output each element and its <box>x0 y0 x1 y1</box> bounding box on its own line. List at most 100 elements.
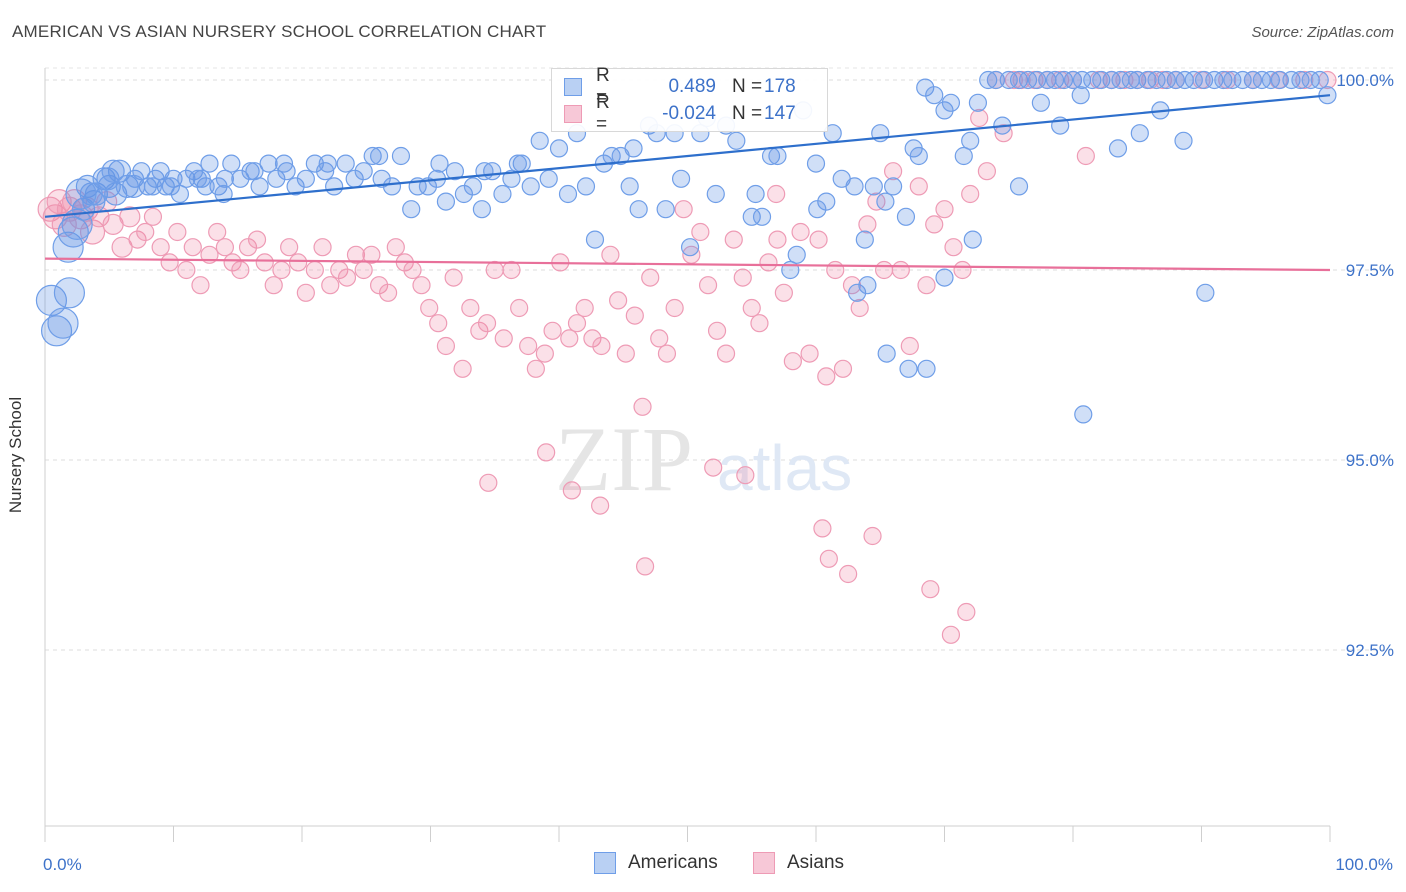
x-tick-label: 100.0% <box>1335 855 1393 874</box>
american-point <box>231 169 250 188</box>
asian-point <box>143 207 163 226</box>
asian-point <box>208 222 227 242</box>
correlation-legend: R = 0.489 N = 178 R = -0.024 N = 147 <box>551 65 828 135</box>
american-point <box>954 146 973 166</box>
asian-point <box>819 549 838 568</box>
american-point <box>53 277 86 309</box>
asians-trend-line <box>44 257 1331 272</box>
american-point <box>530 131 549 150</box>
american-point <box>1009 177 1029 196</box>
asian-point <box>941 625 961 644</box>
asian-point <box>429 314 448 333</box>
american-point <box>267 169 286 188</box>
american-point <box>558 184 578 204</box>
asian-point <box>716 344 736 363</box>
american-point <box>539 169 558 188</box>
asian-point <box>280 238 299 257</box>
american-point <box>620 177 639 196</box>
asian-point <box>215 238 234 257</box>
asian-point <box>296 283 315 302</box>
legend-swatch-asians <box>564 105 582 123</box>
american-point <box>214 184 233 204</box>
asian-point <box>1004 70 1023 90</box>
american-point <box>855 230 874 249</box>
asian-point <box>809 230 828 249</box>
american-point <box>1128 70 1147 90</box>
asian-point <box>1218 70 1237 90</box>
asian-point <box>736 466 755 485</box>
american-point <box>876 192 895 211</box>
asian-point <box>633 397 652 416</box>
american-point <box>35 284 68 316</box>
asian-point <box>494 329 513 348</box>
american-point <box>305 154 324 173</box>
american-point <box>808 200 827 219</box>
asian-point <box>953 260 972 280</box>
american-point <box>318 154 337 173</box>
asian-point <box>1115 70 1134 90</box>
american-point <box>999 70 1018 90</box>
asian-point <box>839 564 858 584</box>
american-point <box>274 154 294 173</box>
american-point <box>222 154 241 173</box>
asian-point <box>1051 70 1070 90</box>
asian-point <box>724 230 743 249</box>
legend-item-asians[interactable]: Asians <box>753 852 844 874</box>
legend-r-value: -0.024 <box>662 103 716 124</box>
asian-point <box>616 344 635 363</box>
american-point <box>1196 283 1215 302</box>
asian-point <box>601 245 620 264</box>
asian-point <box>313 238 332 257</box>
american-point <box>864 177 883 196</box>
legend-swatch-americans <box>594 852 616 874</box>
x-tick-label: 0.0% <box>43 855 82 874</box>
american-point <box>101 159 125 183</box>
american-point <box>143 177 163 196</box>
asian-point <box>136 222 155 242</box>
american-point <box>200 154 219 173</box>
asian-point <box>223 253 242 272</box>
legend-label-asians: Asians <box>787 852 845 873</box>
american-point <box>727 131 746 150</box>
american-point <box>363 146 382 166</box>
american-point <box>1174 131 1193 150</box>
asian-point <box>575 298 594 318</box>
legend-item-americans[interactable]: Americans <box>594 852 718 874</box>
american-point <box>402 200 421 219</box>
asian-point <box>750 314 769 333</box>
american-point <box>65 178 97 210</box>
asian-point <box>289 253 308 272</box>
asian-point <box>247 230 267 249</box>
zipatlas-watermark: ZIP atlas <box>555 408 852 510</box>
american-point <box>781 260 800 280</box>
asian-point <box>1076 146 1095 166</box>
asian-point <box>264 276 283 295</box>
asian-point <box>665 298 684 318</box>
american-point <box>941 93 961 112</box>
american-point <box>372 169 391 188</box>
asian-point <box>957 602 976 622</box>
asian-point <box>305 260 324 280</box>
asian-point <box>444 268 463 287</box>
asian-point <box>386 238 405 257</box>
asian-point <box>420 298 439 318</box>
asian-point <box>119 206 141 228</box>
american-point <box>1031 93 1050 112</box>
asian-point <box>883 162 903 181</box>
legend-r-value: 0.489 <box>668 76 716 97</box>
american-point <box>325 177 344 196</box>
asian-point <box>850 298 869 318</box>
legend-swatch-americans <box>564 78 582 96</box>
american-point <box>752 207 772 226</box>
asian-point <box>591 496 610 515</box>
american-point <box>241 162 260 181</box>
asian-point <box>346 245 366 264</box>
american-point <box>61 208 93 240</box>
american-point <box>883 177 903 196</box>
american-point <box>336 154 355 173</box>
asian-point <box>674 200 693 219</box>
y-tick-label: 95.0% <box>1346 451 1394 470</box>
asian-point <box>875 260 894 280</box>
asian-point <box>592 336 611 356</box>
american-point <box>629 200 648 219</box>
